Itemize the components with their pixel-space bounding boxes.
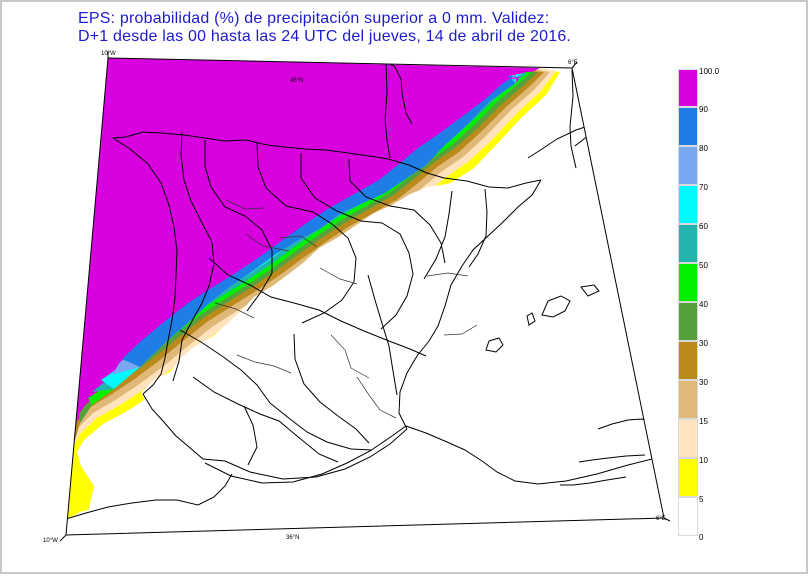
legend-swatch-80 — [678, 146, 698, 185]
legend-swatch-60 — [678, 224, 698, 263]
map-title-line-1: EPS: probabilidad (%) de precipitación s… — [78, 10, 550, 27]
coord-top-left: 10°W — [101, 51, 116, 57]
legend-swatch-10 — [678, 458, 698, 497]
legend-swatch-90 — [678, 107, 698, 146]
probability-legend: 100.0 90 80 70 60 50 40 30 30 15 10 5 0 — [678, 67, 738, 542]
legend-label-100: 100.0 — [699, 67, 720, 76]
legend-swatch-50 — [678, 263, 698, 302]
coord-top-right: 6°E — [568, 60, 578, 66]
legend-label-0: 0 — [699, 533, 704, 542]
legend-label-10: 10 — [699, 456, 708, 465]
coord-top-center: 45°N — [290, 78, 304, 84]
legend-label-5: 5 — [699, 495, 704, 504]
legend-label-70: 70 — [699, 183, 708, 192]
legend-swatch-40 — [678, 302, 698, 341]
legend-swatch-5 — [678, 497, 698, 536]
legend-swatch-30a — [678, 341, 698, 380]
legend-swatch-30b — [678, 380, 698, 419]
map-title: EPS: probabilidad (%) de precipitación s… — [78, 10, 638, 46]
coord-bottom-center: 36°N — [286, 535, 300, 541]
legend-label-90: 90 — [699, 105, 708, 114]
legend-label-15: 15 — [699, 417, 708, 426]
coord-bottom-right: 6°E — [656, 516, 666, 522]
legend-label-30b: 30 — [699, 378, 708, 387]
legend-swatch-70 — [678, 185, 698, 224]
legend-swatch-15 — [678, 419, 698, 458]
legend-label-60: 60 — [699, 222, 708, 231]
coord-bottom-left: 10°W — [43, 538, 58, 544]
map-title-line-2: D+1 desde las 00 hasta las 24 UTC del ju… — [78, 28, 572, 45]
legend-label-80: 80 — [699, 144, 708, 153]
legend-label-50: 50 — [699, 261, 708, 270]
legend-label-30a: 30 — [699, 339, 708, 348]
legend-label-40: 40 — [699, 300, 708, 309]
legend-swatch-100 — [678, 69, 698, 107]
